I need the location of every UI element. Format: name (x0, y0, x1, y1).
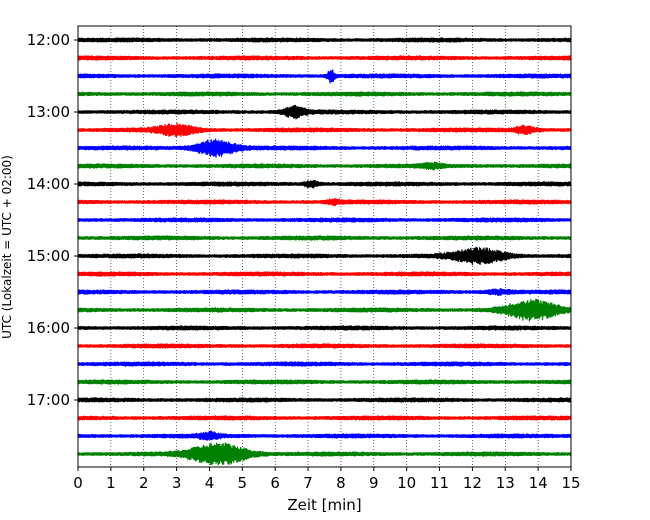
trace-line (77, 161, 572, 171)
x-tick-label: 9 (369, 474, 379, 492)
trace-line (77, 235, 572, 241)
trace-line (77, 271, 572, 277)
trace-line (77, 69, 572, 84)
y-axis: 12:00 13:00 14:00 15:00 16:00 17:00 (27, 31, 78, 409)
trace-line (77, 343, 572, 349)
x-tick-label: 2 (139, 474, 149, 492)
y-tick-label: 15:00 (27, 247, 70, 265)
x-tick-label: 14 (529, 474, 548, 492)
x-tick-label: 12 (463, 474, 482, 492)
x-tick-label: 5 (238, 474, 248, 492)
trace-line (77, 415, 572, 421)
x-tick-label: 13 (496, 474, 515, 492)
x-tick-label: 8 (336, 474, 346, 492)
y-tick-label: 17:00 (27, 391, 70, 409)
trace-line (77, 298, 572, 322)
trace-line (77, 179, 572, 189)
trace-line (77, 379, 572, 385)
trace-line (77, 55, 572, 61)
plot-frame (77, 25, 572, 468)
y-tick-label: 16:00 (27, 319, 70, 337)
x-tick-label: 3 (172, 474, 182, 492)
x-axis-label: Zeit [min] (287, 496, 361, 514)
trace-line (77, 122, 572, 138)
x-tick-label: 15 (561, 474, 580, 492)
x-tick-label: 6 (270, 474, 280, 492)
x-tick-label: 7 (303, 474, 313, 492)
x-axis: 0 1 2 3 4 5 6 7 8 9 10 11 12 13 14 15 (73, 467, 581, 492)
trace-line (77, 197, 572, 207)
y-tick-label: 12:00 (27, 31, 70, 49)
x-tick-label: 1 (106, 474, 116, 492)
trace-line (77, 361, 572, 367)
x-tick-label: 10 (397, 474, 416, 492)
trace-line (77, 37, 572, 43)
trace-line (77, 104, 572, 120)
x-tick-label: 4 (205, 474, 215, 492)
y-tick-label: 13:00 (27, 103, 70, 121)
trace-line (77, 246, 572, 266)
trace-line (77, 397, 572, 403)
trace-line (77, 325, 572, 331)
trace-line (77, 288, 572, 297)
y-axis-label: UTC (Lokalzeit = UTC + 02:00) (0, 155, 14, 339)
trace-line (77, 442, 572, 466)
x-tick-label: 11 (430, 474, 449, 492)
trace-line (77, 91, 572, 97)
trace-line (77, 217, 572, 223)
trace-line (77, 138, 572, 158)
y-tick-label: 14:00 (27, 175, 70, 193)
trace-group (77, 37, 572, 466)
trace-line (77, 430, 572, 441)
x-tick-label: 0 (73, 474, 83, 492)
